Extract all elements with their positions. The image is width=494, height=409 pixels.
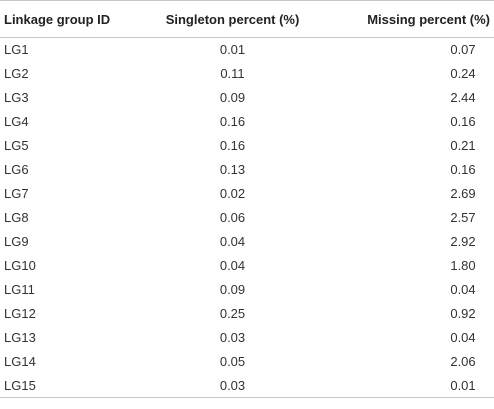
- table-row: LG1 0.01 0.07: [0, 38, 494, 62]
- cell-singleton-percent: 0.13: [219, 162, 246, 177]
- table-row: LG4 0.16 0.16: [0, 110, 494, 134]
- cell-linkage-group-id: LG6: [4, 162, 29, 177]
- cell-missing-percent: 2.92: [450, 234, 476, 249]
- cell-linkage-group-id: LG5: [4, 138, 29, 153]
- cell-linkage-group-id: LG7: [4, 186, 29, 201]
- cell-linkage-group-id: LG13: [4, 330, 36, 345]
- table-row: LG5 0.16 0.21: [0, 134, 494, 158]
- header-row: Linkage group ID Singleton percent (%) M…: [0, 0, 494, 38]
- cell-singleton-percent: 0.09: [219, 90, 246, 105]
- cell-singleton-percent: 0.09: [219, 282, 246, 297]
- cell-linkage-group-id: LG11: [4, 282, 35, 297]
- cell-missing-percent: 0.07: [450, 42, 476, 58]
- cell-missing-percent: 0.92: [450, 306, 476, 321]
- cell-missing-percent: 2.57: [450, 210, 476, 225]
- cell-linkage-group-id: LG8: [4, 210, 29, 225]
- linkage-group-table: Linkage group ID Singleton percent (%) M…: [0, 0, 494, 398]
- table-row: LG11 0.09 0.04: [0, 278, 494, 302]
- cell-missing-percent: 1.80: [450, 258, 476, 273]
- table-header: Linkage group ID Singleton percent (%) M…: [0, 0, 494, 38]
- cell-linkage-group-id: LG3: [4, 90, 29, 105]
- table-row: LG8 0.06 2.57: [0, 206, 494, 230]
- table-body: LG1 0.01 0.07 LG2 0.11 0.24 LG3 0.09 2.44 LG4 0.16…: [0, 38, 494, 398]
- cell-singleton-percent: 0.11: [220, 66, 245, 81]
- table-row: LG7 0.02 2.69: [0, 182, 494, 206]
- table-row: LG15 0.03 0.01: [0, 373, 494, 398]
- table-row: LG10 0.04 1.80: [0, 254, 494, 278]
- table-row: LG3 0.09 2.44: [0, 86, 494, 110]
- cell-singleton-percent: 0.06: [219, 210, 246, 225]
- cell-singleton-percent: 0.16: [219, 138, 246, 153]
- cell-singleton-percent: 0.01: [219, 42, 246, 58]
- cell-linkage-group-id: LG1: [4, 42, 29, 58]
- cell-singleton-percent: 0.04: [219, 234, 246, 249]
- cell-missing-percent: 0.16: [450, 114, 476, 129]
- cell-missing-percent: 0.24: [450, 66, 476, 81]
- table-row: LG14 0.05 2.06: [0, 350, 494, 374]
- table-row: LG9 0.04 2.92: [0, 230, 494, 254]
- cell-singleton-percent: 0.16: [219, 114, 246, 129]
- column-header-singleton-percent: Singleton percent (%): [145, 0, 320, 38]
- table-row: LG6 0.13 0.16: [0, 158, 494, 182]
- cell-singleton-percent: 0.03: [219, 330, 246, 345]
- cell-linkage-group-id: LG14: [4, 354, 36, 369]
- column-header-missing-percent: Missing percent (%): [320, 0, 494, 38]
- cell-missing-percent: 0.16: [450, 162, 476, 177]
- cell-linkage-group-id: LG2: [4, 66, 29, 81]
- cell-singleton-percent: 0.03: [145, 373, 320, 398]
- column-header-linkage-group-id: Linkage group ID: [0, 0, 145, 38]
- cell-singleton-percent: 0.04: [219, 258, 246, 273]
- cell-missing-percent: 0.04: [450, 330, 476, 345]
- cell-singleton-percent: 0.25: [219, 306, 246, 321]
- cell-linkage-group-id: LG10: [4, 258, 36, 273]
- cell-missing-percent: 2.69: [450, 186, 476, 201]
- table-row: LG13 0.03 0.04: [0, 326, 494, 350]
- cell-singleton-percent: 0.05: [219, 354, 246, 369]
- cell-missing-percent: 2.44: [450, 90, 476, 105]
- cell-linkage-group-id: LG12: [4, 306, 36, 321]
- table-row: LG12 0.25 0.92: [0, 302, 494, 326]
- cell-missing-percent: 0.04: [450, 282, 476, 297]
- cell-linkage-group-id: LG9: [4, 234, 29, 249]
- cell-missing-percent: 0.21: [450, 138, 476, 153]
- cell-linkage-group-id: LG4: [4, 114, 29, 129]
- cell-singleton-percent: 0.02: [219, 186, 246, 201]
- cell-missing-percent: 2.06: [450, 354, 476, 369]
- cell-linkage-group-id: LG15: [0, 373, 145, 398]
- table-row: LG2 0.11 0.24: [0, 62, 494, 86]
- cell-missing-percent: 0.01: [320, 373, 494, 398]
